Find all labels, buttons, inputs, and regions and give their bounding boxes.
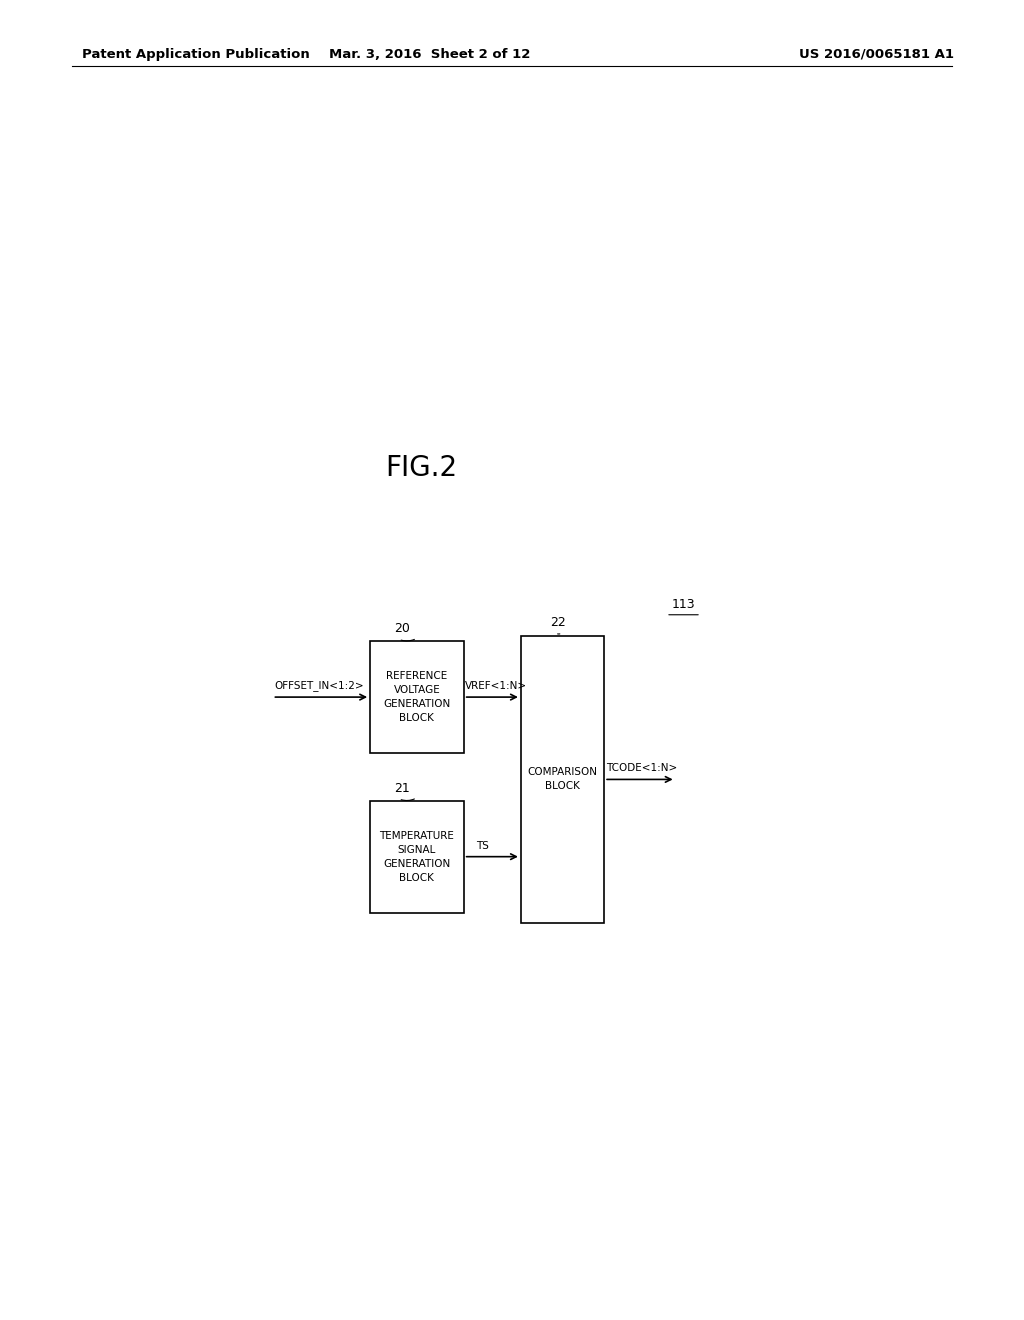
Text: 113: 113 xyxy=(672,598,695,611)
Text: 20: 20 xyxy=(394,622,410,635)
Text: COMPARISON
BLOCK: COMPARISON BLOCK xyxy=(527,767,597,792)
Text: VREF<1:N>: VREF<1:N> xyxy=(465,681,527,690)
Text: 21: 21 xyxy=(394,781,410,795)
Text: 22: 22 xyxy=(550,616,566,630)
Text: REFERENCE
VOLTAGE
GENERATION
BLOCK: REFERENCE VOLTAGE GENERATION BLOCK xyxy=(383,671,451,723)
Text: Patent Application Publication: Patent Application Publication xyxy=(82,48,309,61)
Text: TS: TS xyxy=(475,841,488,850)
Text: Mar. 3, 2016  Sheet 2 of 12: Mar. 3, 2016 Sheet 2 of 12 xyxy=(330,48,530,61)
Bar xyxy=(521,636,604,923)
Bar xyxy=(370,801,464,912)
Bar xyxy=(370,642,464,752)
Text: US 2016/0065181 A1: US 2016/0065181 A1 xyxy=(799,48,953,61)
Text: OFFSET_IN<1:2>: OFFSET_IN<1:2> xyxy=(274,680,364,690)
Text: FIG.2: FIG.2 xyxy=(386,454,458,482)
Text: TEMPERATURE
SIGNAL
GENERATION
BLOCK: TEMPERATURE SIGNAL GENERATION BLOCK xyxy=(380,830,455,883)
Text: TCODE<1:N>: TCODE<1:N> xyxy=(606,763,677,774)
